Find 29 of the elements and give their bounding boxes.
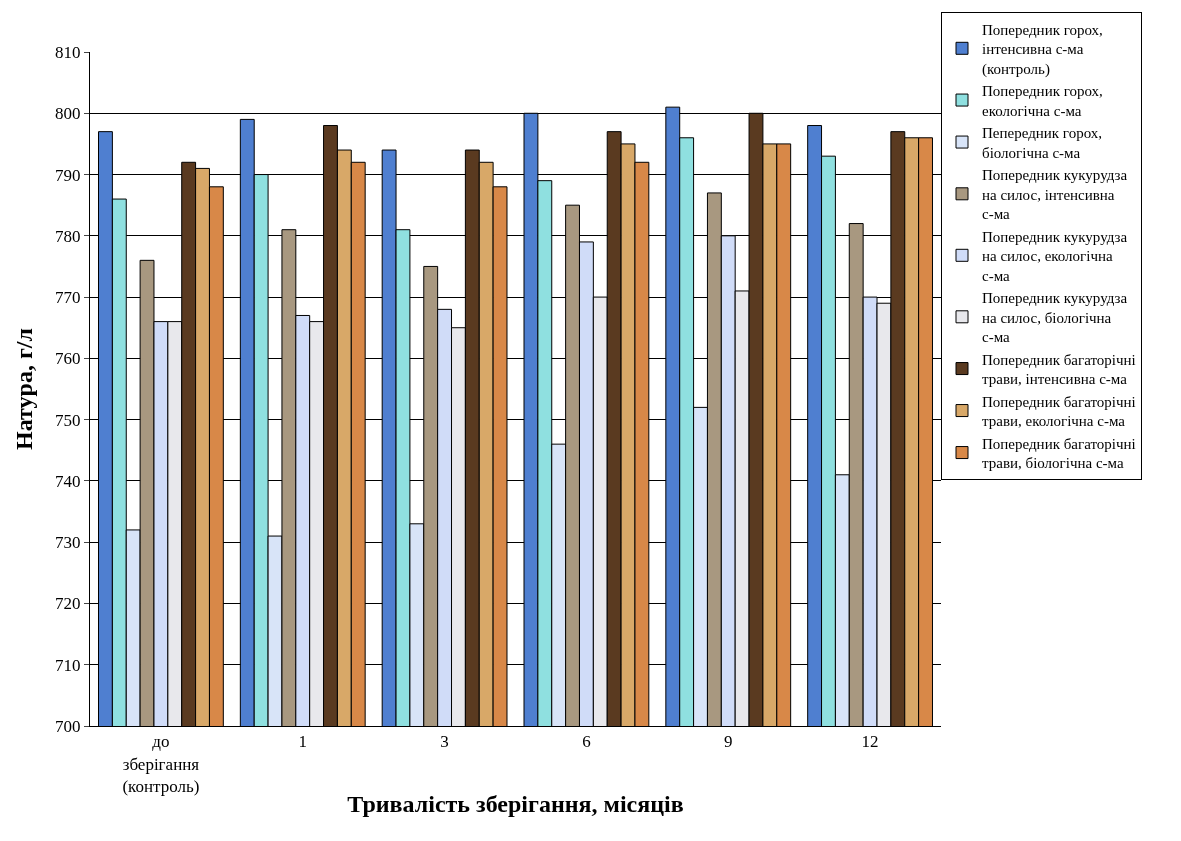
legend-label: Попередник багаторічні трави, біологічна с-ма bbox=[982, 435, 1136, 472]
y-tick-label: 730 bbox=[55, 533, 81, 553]
legend-label: Попередник горох, екологічна с-ма bbox=[982, 83, 1103, 119]
x-tick-label: 12 bbox=[861, 732, 879, 752]
x-tick-label: 3 bbox=[440, 732, 449, 752]
y-tick-label: 740 bbox=[55, 471, 81, 491]
legend-label: Попередник кукурудза на силос, екологічна с-ма bbox=[982, 228, 1128, 284]
x-tick-label: 1 bbox=[298, 732, 307, 752]
y-tick-label: 760 bbox=[55, 349, 81, 369]
y-axis-title: Натура, г/л bbox=[11, 328, 38, 450]
legend-label: Попередник кукурудза на силос, інтенсивна с-ма bbox=[982, 167, 1128, 223]
legend-label: Пепередник горох, біологічна с-ма bbox=[982, 125, 1103, 161]
y-tick-label: 810 bbox=[55, 42, 81, 62]
y-tick-label: 710 bbox=[55, 655, 81, 675]
y-tick-label: 790 bbox=[55, 165, 81, 185]
y-tick-label: 770 bbox=[55, 288, 81, 308]
x-tick-label: 6 bbox=[582, 732, 591, 752]
y-tick-label: 700 bbox=[55, 716, 81, 736]
legend-label: Попередник багаторічні трави, екологічна с-ма bbox=[982, 393, 1136, 430]
legend-label: Попередник кукурудза на силос, біологічна с-ма bbox=[982, 290, 1128, 346]
y-tick-label: 720 bbox=[55, 594, 81, 614]
y-tick-label: 780 bbox=[55, 226, 81, 246]
y-tick-label: 800 bbox=[55, 104, 81, 124]
legend-label: Попередник горох, інтенсивна с-ма (контроль) bbox=[982, 21, 1103, 78]
x-axis-title: Тривалість зберігання, місяців bbox=[347, 790, 684, 817]
x-tick-label: 9 bbox=[724, 732, 733, 752]
x-tick-label: до зберігання (контроль) bbox=[122, 732, 200, 796]
y-tick-label: 750 bbox=[55, 410, 81, 430]
legend-label: Попередник багаторічні трави, інтенсивна с-ма bbox=[982, 351, 1136, 388]
